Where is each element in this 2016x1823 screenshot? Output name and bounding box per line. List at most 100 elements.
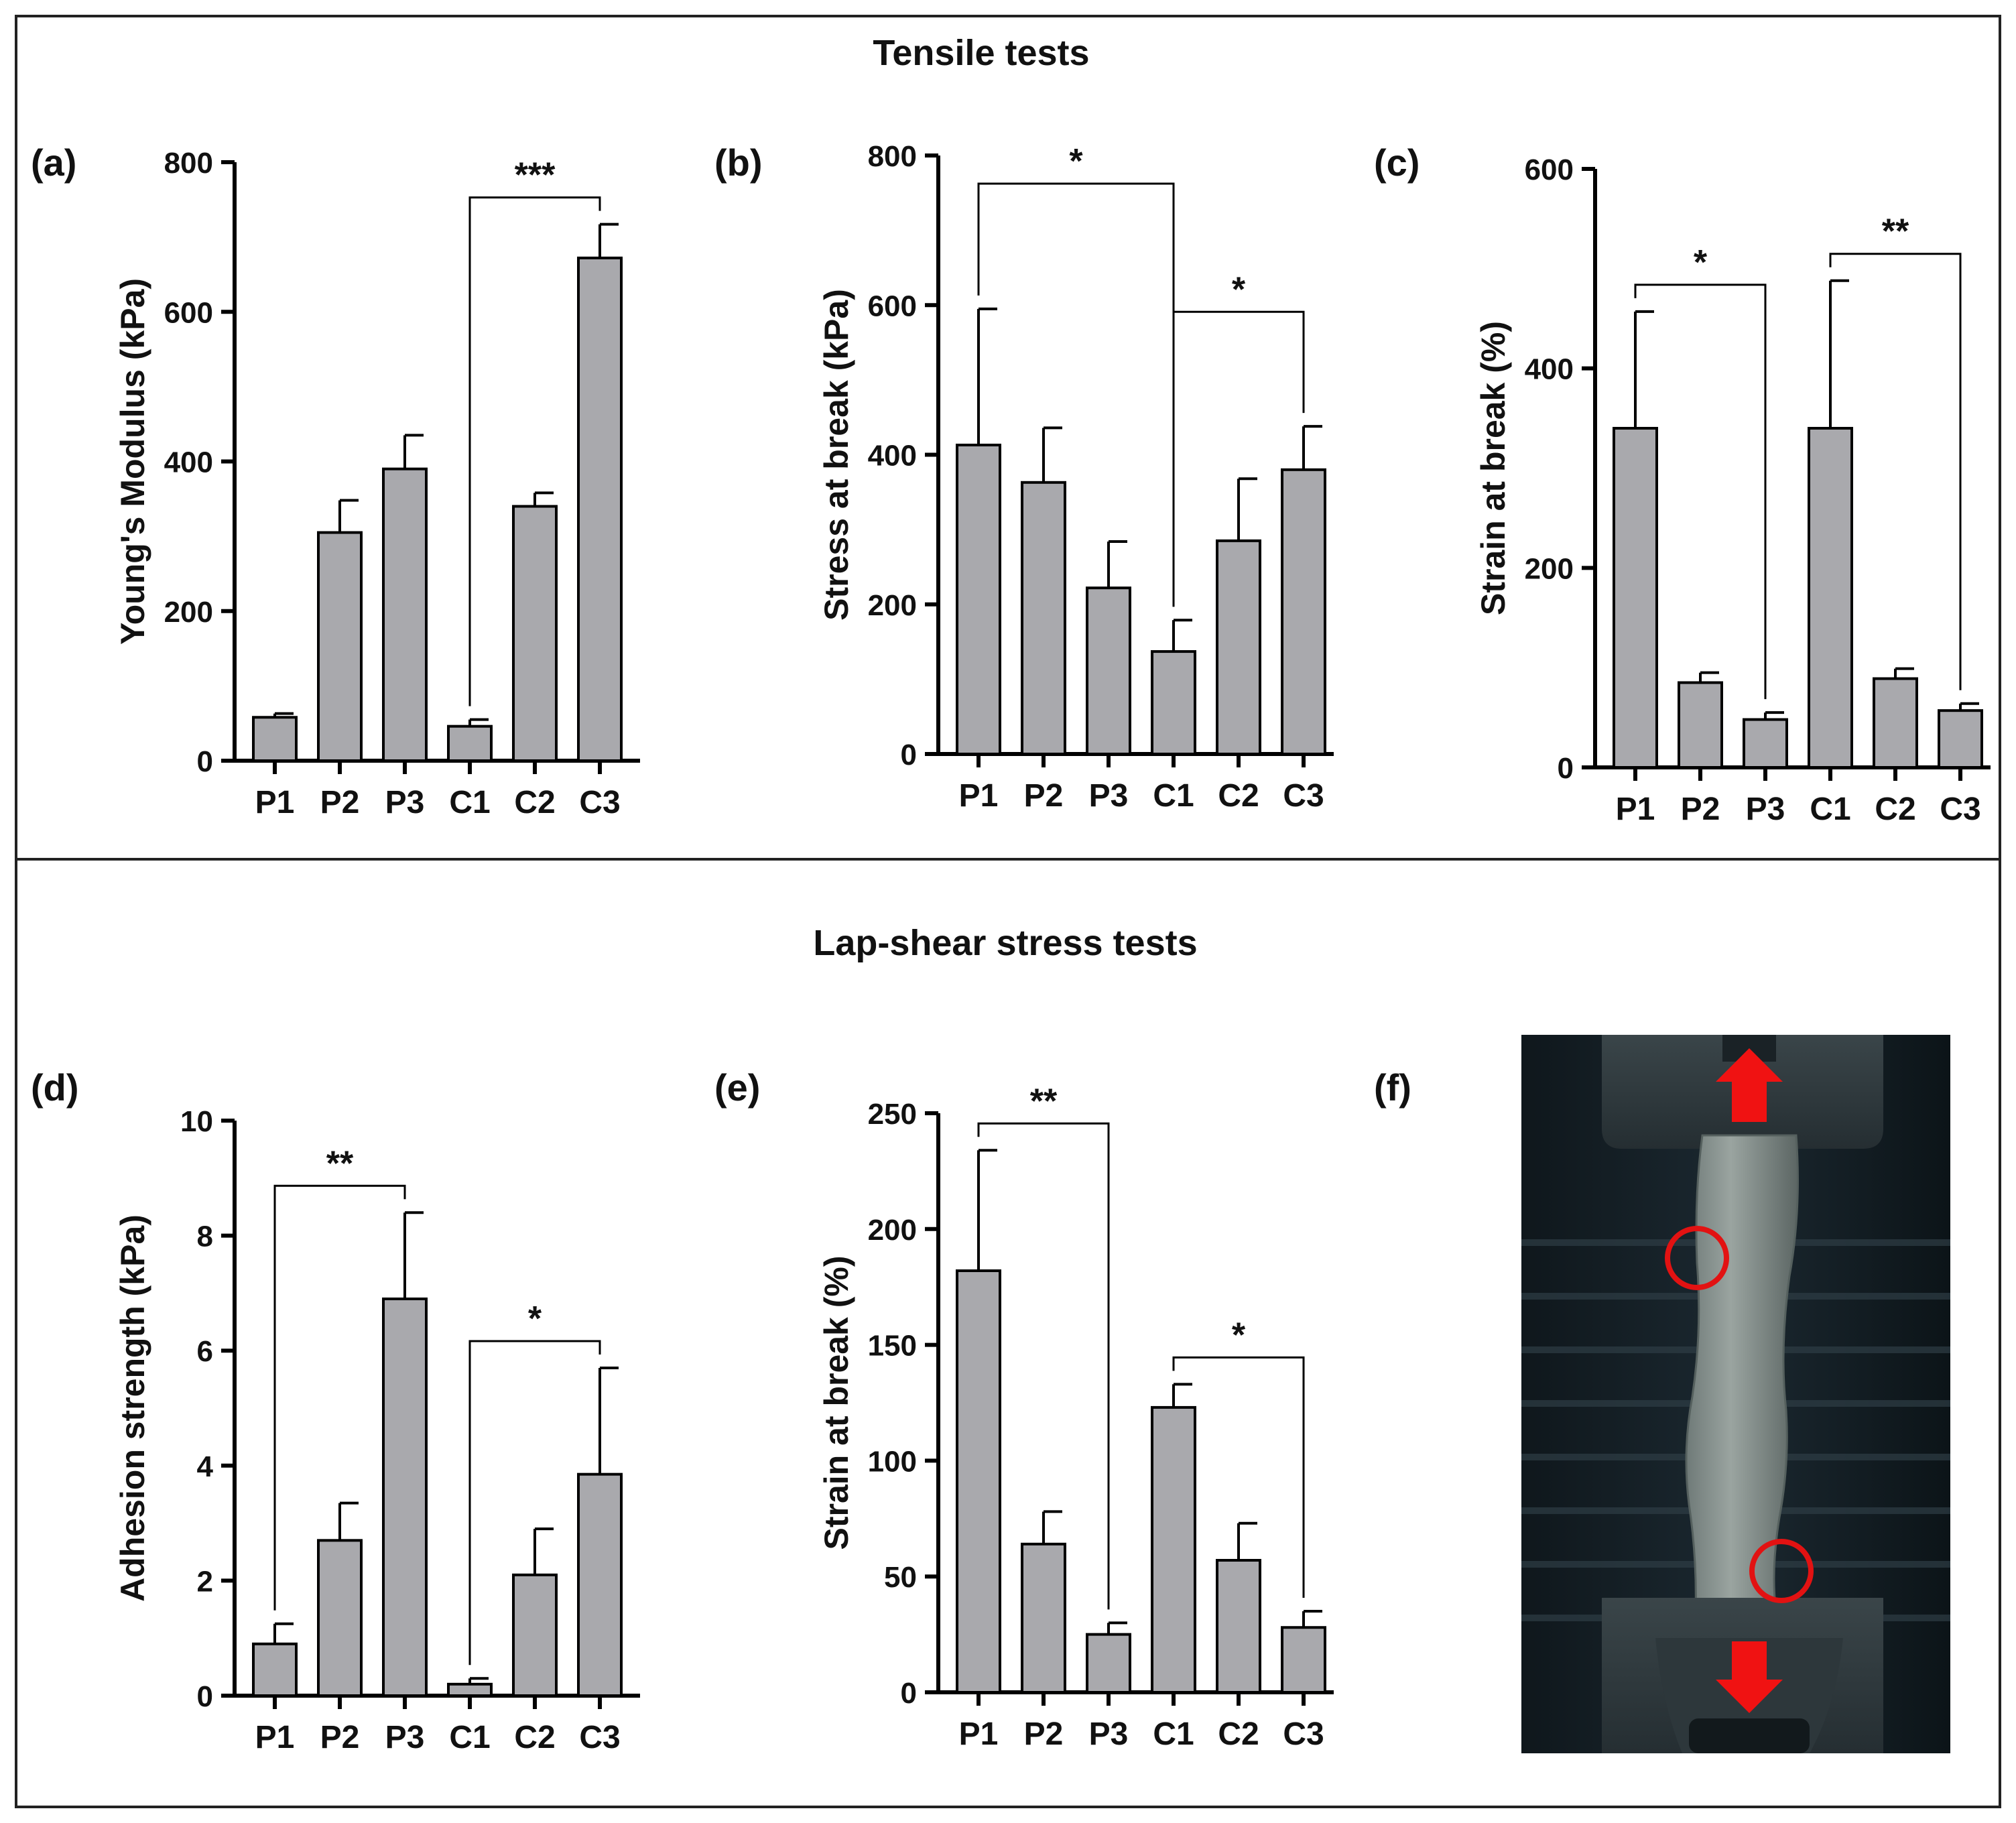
y-tick-label: 200: [868, 1214, 917, 1247]
chart-d-adhesion-strength: 0 2 4 6 8 10 Adhesion strength (kPa) P1 P2 P3 C1 C2…: [114, 1105, 640, 1755]
y-tick-label: 600: [164, 296, 213, 329]
y-tick-label: 800: [868, 140, 917, 173]
significance-label: **: [1030, 1082, 1058, 1121]
y-tick-label: 6: [197, 1335, 213, 1368]
y-tick-label: 200: [164, 596, 213, 629]
lap-shear-section-frame: [15, 858, 2001, 1808]
significance-label: *: [528, 1300, 542, 1338]
bar: [1086, 1633, 1131, 1694]
bar: [1873, 677, 1918, 769]
x-tick-label: C2: [514, 785, 555, 820]
bar: [512, 1573, 558, 1697]
significance-label: **: [326, 1144, 354, 1183]
significance-bracket: [1634, 284, 1767, 700]
bar: [577, 256, 623, 762]
y-axis-title: Strain at break (%): [1474, 321, 1512, 615]
x-tick-label: C3: [1283, 778, 1324, 814]
lap-shear-section-title: Lap-shear stress tests: [813, 923, 1198, 963]
x-tick-label: P3: [1746, 792, 1785, 827]
lower-grip-slot: [1689, 1718, 1810, 1753]
bar: [1808, 426, 1853, 769]
y-tick-label: 400: [868, 440, 917, 473]
bar: [1086, 586, 1131, 755]
x-tick-label: C3: [579, 785, 620, 820]
y-tick-label: 0: [901, 1677, 917, 1710]
bar: [1216, 1559, 1261, 1694]
x-tick-label: P3: [385, 1720, 425, 1755]
bar: [956, 443, 1001, 755]
y-tick-label: 600: [868, 290, 917, 322]
significance-label: **: [1882, 212, 1909, 251]
bar: [956, 1269, 1001, 1694]
significance-bracket: [273, 1184, 406, 1611]
x-tick-label: P3: [385, 785, 425, 820]
bar: [252, 716, 298, 763]
y-tick-label: 0: [901, 739, 917, 771]
panel-letter-a: (a): [31, 141, 77, 184]
lap-shear-test-photo: [1521, 1035, 1950, 1753]
x-tick-label: P1: [1616, 792, 1655, 827]
y-tick-label: 10: [180, 1105, 213, 1138]
bar: [1021, 1542, 1066, 1694]
significance-bracket: [468, 1340, 601, 1665]
chart-c-strain-at-break: 0 200 400 600 Strain at break (%) P1 P2 P3 C1 C2 C…: [1474, 153, 1991, 827]
x-tick-label: P2: [1024, 778, 1064, 814]
x-tick-label: C2: [1218, 1716, 1259, 1752]
bar: [317, 531, 363, 762]
y-tick-label: 0: [197, 1680, 213, 1713]
x-tick-label: P2: [320, 1720, 360, 1755]
panel-letter-c: (c): [1374, 141, 1420, 184]
y-tick-label: 50: [884, 1561, 917, 1594]
x-tick-label: P2: [1681, 792, 1720, 827]
x-tick-label: P2: [320, 785, 360, 820]
x-tick-label: C3: [1283, 1716, 1324, 1752]
bar: [382, 1297, 428, 1698]
y-tick-label: 200: [868, 589, 917, 622]
bar: [1216, 539, 1261, 756]
y-axis-title: Stress at break (kPa): [818, 289, 855, 621]
x-tick-label: C3: [579, 1720, 620, 1755]
chart-a-youngs-modulus: 0 200 400 600 800 Young's Modulus (kPa) P1 P2 P3…: [114, 147, 640, 820]
y-tick-label: 150: [868, 1330, 917, 1363]
y-tick-label: 100: [868, 1445, 917, 1478]
y-tick-label: 250: [868, 1098, 917, 1131]
y-axis-title: Adhesion strength (kPa): [114, 1214, 151, 1602]
x-tick-label: P1: [959, 778, 999, 814]
significance-label: *: [1069, 142, 1083, 181]
bar: [447, 1682, 493, 1698]
significance-label: *: [1232, 270, 1246, 309]
x-tick-label: C2: [514, 1720, 555, 1755]
y-tick-label: 8: [197, 1220, 213, 1253]
y-tick-label: 4: [197, 1450, 214, 1483]
y-tick-label: 400: [1525, 353, 1574, 386]
y-axis-title: Strain at break (%): [818, 1255, 855, 1550]
significance-bracket: [1829, 253, 1962, 690]
x-tick-label: C2: [1218, 778, 1259, 814]
y-tick-label: 0: [1558, 752, 1574, 785]
y-tick-label: 200: [1525, 552, 1574, 585]
bar: [1151, 1405, 1196, 1694]
y-tick-label: 2: [197, 1565, 213, 1598]
y-tick-label: 600: [1525, 153, 1574, 186]
tensile-section-title: Tensile tests: [873, 33, 1090, 73]
x-tick-label: C1: [449, 785, 490, 820]
bar: [1281, 468, 1326, 755]
bar: [1021, 481, 1066, 756]
bar: [1678, 681, 1723, 769]
x-tick-label: C1: [1153, 778, 1194, 814]
x-tick-label: P2: [1024, 1716, 1064, 1752]
bar: [1151, 650, 1196, 755]
panel-letter-d: (d): [31, 1066, 79, 1109]
significance-bracket: [1172, 1356, 1305, 1598]
failure-site-marker-upper: [1665, 1226, 1729, 1290]
bar: [577, 1472, 623, 1697]
x-tick-label: P1: [255, 785, 295, 820]
significance-label: ***: [515, 156, 556, 195]
x-tick-label: P3: [1089, 778, 1129, 814]
bar: [1613, 426, 1658, 769]
panel-letter-f: (f): [1374, 1066, 1411, 1109]
significance-label: *: [1232, 1316, 1246, 1355]
x-tick-label: C2: [1875, 792, 1915, 827]
chart-b-stress-at-break: 0 200 400 600 800 Stress at break (kPa) P1 P2 P3…: [818, 140, 1334, 814]
